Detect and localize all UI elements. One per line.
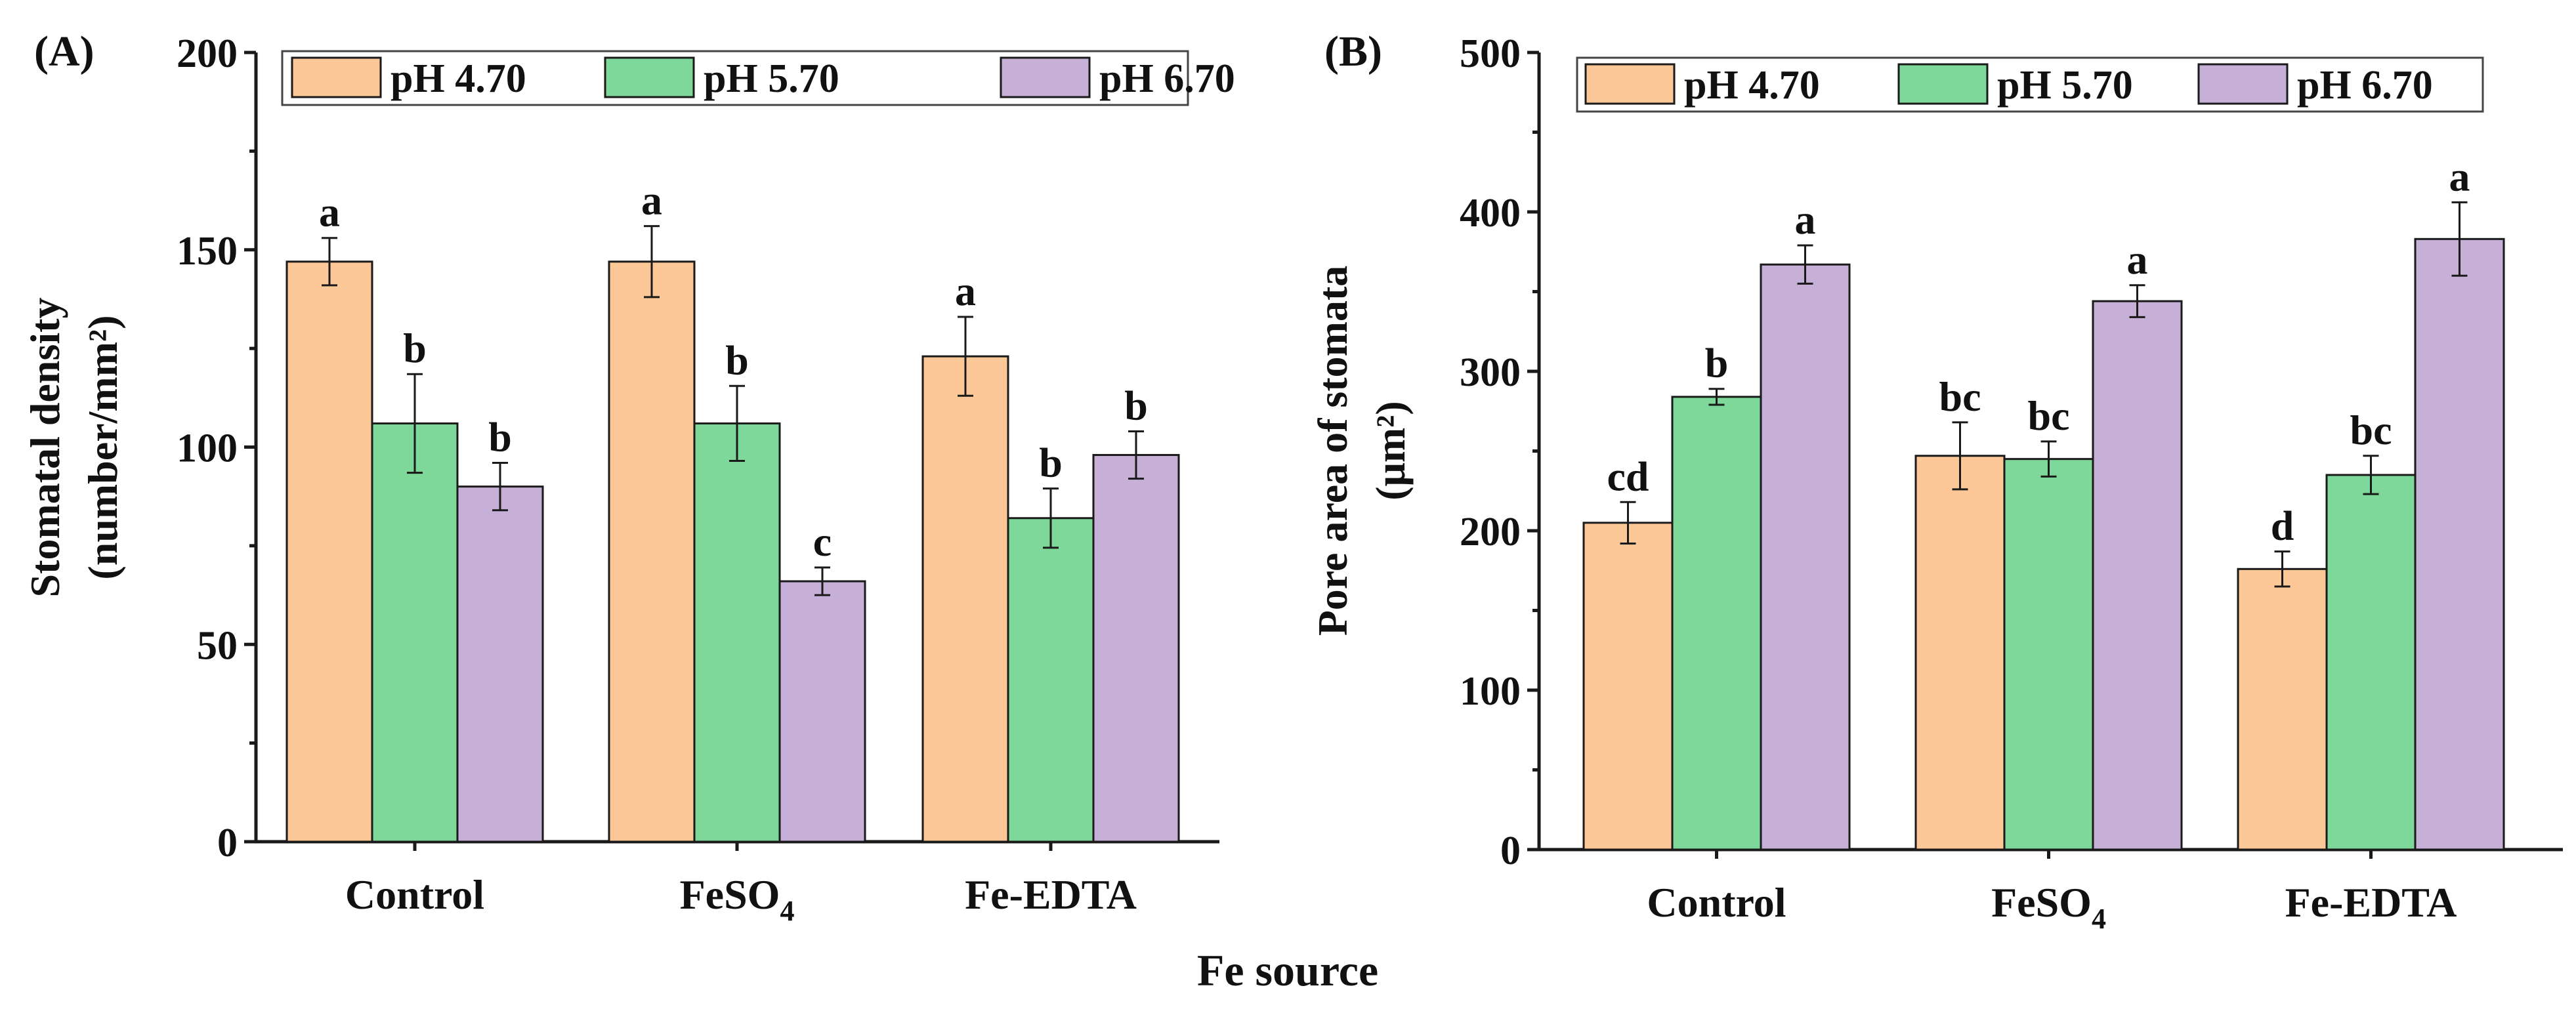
significance-letter: c: [813, 518, 832, 565]
significance-letter: a: [955, 268, 976, 314]
bar: [2237, 567, 2328, 851]
x-tick-label: Control: [1647, 879, 1786, 926]
legend-swatch: [604, 56, 695, 98]
bar: [456, 485, 544, 843]
legend-label: pH 6.70: [2297, 63, 2433, 108]
bar: [2414, 237, 2505, 851]
significance-letter: bc: [1939, 373, 1981, 420]
significance-letter: a: [2127, 236, 2148, 283]
legend-swatch: [2197, 63, 2289, 105]
y-axis-title-unit: (μm²): [1367, 401, 1414, 500]
significance-letter: bc: [2350, 407, 2392, 453]
significance-letter: b: [488, 414, 512, 461]
legend-frame: [1576, 56, 2484, 113]
significance-letter: b: [1705, 340, 1729, 386]
panel-label: (B): [1324, 28, 1382, 75]
panel-a: 0 50 100 150 200 a b b Control a b c FeSO4 a b b Fe-EDTA…: [22, 28, 1235, 927]
y-axis-title: Stomatal density: [22, 298, 68, 598]
y-tick-label: 400: [1460, 191, 1521, 236]
y-axis-title-unit: (number/mm²): [79, 315, 126, 579]
significance-letter: a: [319, 189, 340, 236]
y-tick-label: 100: [1460, 669, 1521, 714]
bar: [693, 422, 781, 843]
y-tick-label: 100: [177, 426, 238, 471]
x-tick-label-subscript: 4: [2092, 903, 2106, 935]
y-tick-label: 200: [177, 31, 238, 76]
significance-letter: a: [641, 177, 662, 224]
legend-label: pH 4.70: [1684, 63, 1820, 108]
significance-letter: b: [1124, 382, 1148, 428]
x-tick-label-text: FeSO: [680, 871, 780, 918]
y-tick-label: 0: [1500, 829, 1521, 873]
bar: [1007, 517, 1095, 843]
x-tick-label: Fe-EDTA: [965, 871, 1137, 918]
legend-swatch: [291, 56, 382, 98]
x-tick-label: FeSO4: [1991, 879, 2106, 935]
bar: [608, 260, 696, 843]
bar: [285, 260, 373, 843]
y-tick-label: 150: [177, 229, 238, 274]
bar: [371, 422, 459, 843]
x-tick-label: Fe-EDTA: [2285, 879, 2457, 926]
x-tick-label: FeSO4: [680, 871, 795, 927]
significance-letter: d: [2271, 503, 2294, 549]
legend-swatch: [1897, 63, 1989, 105]
legend-label: pH 4.70: [391, 56, 526, 101]
y-tick-label: 500: [1460, 31, 1521, 76]
bar: [921, 355, 1009, 843]
y-tick-label: 200: [1460, 510, 1521, 554]
y-tick-label: 0: [217, 821, 238, 865]
significance-letter: bc: [2028, 392, 2070, 439]
bar: [1760, 263, 1851, 851]
significance-letter: cd: [1607, 453, 1649, 499]
bar: [1092, 454, 1180, 843]
legend-swatch: [1584, 63, 1676, 105]
y-tick-label: 50: [197, 623, 238, 668]
x-tick-label-text: Control: [1647, 879, 1786, 926]
bar: [1582, 522, 1674, 851]
y-axis-title: Pore area of stomata: [1309, 266, 1356, 636]
significance-letter: a: [2449, 153, 2470, 199]
significance-letter: a: [1795, 196, 1816, 243]
significance-letter: b: [403, 325, 427, 371]
bar: [1914, 455, 2006, 851]
bar: [778, 580, 866, 843]
panel-label: (A): [34, 28, 95, 75]
bar: [1671, 396, 1762, 851]
bar: [2003, 458, 2094, 851]
legend-label: pH 6.70: [1099, 56, 1235, 101]
x-tick-label-text: Control: [345, 871, 484, 918]
significance-letter: b: [725, 337, 749, 383]
significance-letter: b: [1039, 440, 1063, 486]
x-tick-label-text: Fe-EDTA: [965, 871, 1137, 918]
legend-swatch: [1000, 56, 1091, 98]
y-tick-label: 300: [1460, 350, 1521, 395]
shared-x-axis-label: Fe source: [1197, 945, 1378, 995]
legend-label: pH 5.70: [704, 56, 839, 101]
x-tick-label-subscript: 4: [780, 895, 794, 927]
x-tick-label: Control: [345, 871, 484, 918]
legend-label: pH 5.70: [1997, 63, 2133, 108]
x-tick-label-text: FeSO: [1991, 879, 2092, 926]
x-tick-label-text: Fe-EDTA: [2285, 879, 2457, 926]
bar: [2092, 300, 2183, 851]
bar: [2325, 474, 2417, 851]
